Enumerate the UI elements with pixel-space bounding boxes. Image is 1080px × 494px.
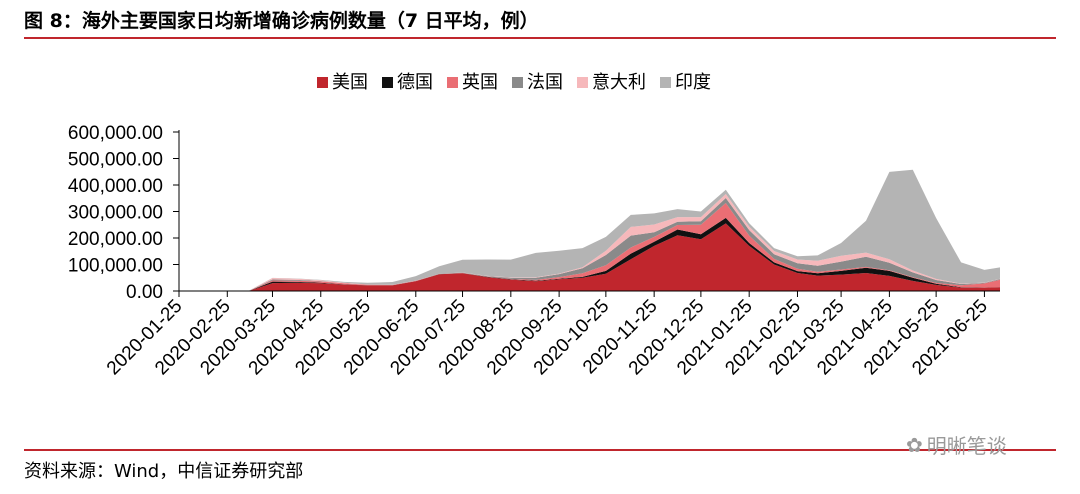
area-series-group bbox=[179, 169, 1000, 291]
watermark: ✿ 明晰笔谈 bbox=[906, 430, 1007, 459]
legend-swatch bbox=[382, 77, 393, 88]
chart-legend: 美国 德国 英国 法国 意大利 印度 bbox=[317, 72, 711, 93]
legend-label: 美国 bbox=[332, 72, 368, 93]
y-axis-ticks: 0.00 100,000.00 200,000.00 300,000.00 400,00… bbox=[68, 123, 179, 303]
legend-swatch bbox=[512, 77, 523, 88]
y-tick-label: 0.00 bbox=[126, 282, 163, 303]
x-axis-ticks: 2020-01-252020-02-252020-03-252020-04-25… bbox=[103, 291, 992, 379]
legend-label: 意大利 bbox=[592, 72, 646, 93]
area-series-0 bbox=[179, 223, 1000, 291]
figure-title: 图 8：海外主要国家日均新增确诊病例数量（7 日平均，例） bbox=[24, 10, 539, 32]
title-rule bbox=[24, 37, 1056, 39]
wechat-icon: ✿ bbox=[906, 432, 923, 457]
y-tick-label: 200,000.00 bbox=[68, 229, 163, 250]
source-note: 资料来源：Wind，中信证券研究部 bbox=[24, 461, 304, 482]
y-tick-label: 400,000.00 bbox=[68, 176, 163, 197]
legend-swatch bbox=[660, 77, 671, 88]
legend-label: 法国 bbox=[527, 72, 563, 93]
legend-label: 印度 bbox=[675, 72, 711, 93]
legend-swatch bbox=[447, 77, 458, 88]
legend-swatch bbox=[577, 77, 588, 88]
area-series-2 bbox=[179, 203, 1000, 291]
legend-label: 德国 bbox=[397, 72, 433, 93]
y-tick-label: 600,000.00 bbox=[68, 123, 163, 144]
legend-swatch bbox=[317, 77, 328, 88]
legend-label: 英国 bbox=[462, 72, 498, 93]
watermark-text: 明晰笔谈 bbox=[926, 434, 1007, 458]
y-tick-label: 300,000.00 bbox=[68, 203, 163, 224]
area-series-1 bbox=[179, 217, 1000, 291]
stacked-area-chart: 美国 德国 英国 法国 意大利 印度 0.00 100,000.00 200,000.00 30… bbox=[68, 72, 1000, 379]
area-series-5 bbox=[179, 169, 1000, 291]
source-rule bbox=[24, 449, 1056, 451]
y-tick-label: 500,000.00 bbox=[68, 150, 163, 171]
y-tick-label: 100,000.00 bbox=[68, 256, 163, 277]
